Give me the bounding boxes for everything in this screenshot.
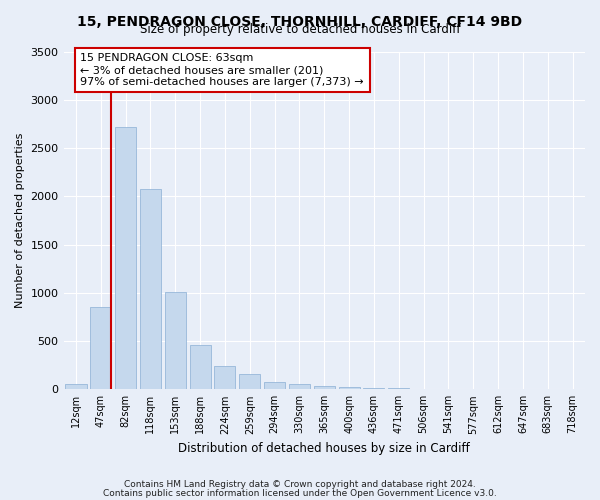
X-axis label: Distribution of detached houses by size in Cardiff: Distribution of detached houses by size … <box>178 442 470 455</box>
Bar <box>165 292 186 390</box>
Bar <box>214 366 235 390</box>
Bar <box>413 388 434 390</box>
Text: 15 PENDRAGON CLOSE: 63sqm
← 3% of detached houses are smaller (201)
97% of semi-: 15 PENDRAGON CLOSE: 63sqm ← 3% of detach… <box>80 54 364 86</box>
Bar <box>264 382 285 390</box>
Bar <box>115 127 136 390</box>
Text: Size of property relative to detached houses in Cardiff: Size of property relative to detached ho… <box>140 22 460 36</box>
Y-axis label: Number of detached properties: Number of detached properties <box>15 132 25 308</box>
Bar <box>65 384 86 390</box>
Bar <box>314 386 335 390</box>
Bar <box>90 308 112 390</box>
Bar <box>338 388 359 390</box>
Bar <box>140 188 161 390</box>
Text: Contains public sector information licensed under the Open Government Licence v3: Contains public sector information licen… <box>103 488 497 498</box>
Bar <box>364 388 385 390</box>
Bar <box>388 388 409 390</box>
Text: 15, PENDRAGON CLOSE, THORNHILL, CARDIFF, CF14 9BD: 15, PENDRAGON CLOSE, THORNHILL, CARDIFF,… <box>77 15 523 29</box>
Bar <box>190 345 211 390</box>
Bar <box>289 384 310 390</box>
Bar <box>239 374 260 390</box>
Text: Contains HM Land Registry data © Crown copyright and database right 2024.: Contains HM Land Registry data © Crown c… <box>124 480 476 489</box>
